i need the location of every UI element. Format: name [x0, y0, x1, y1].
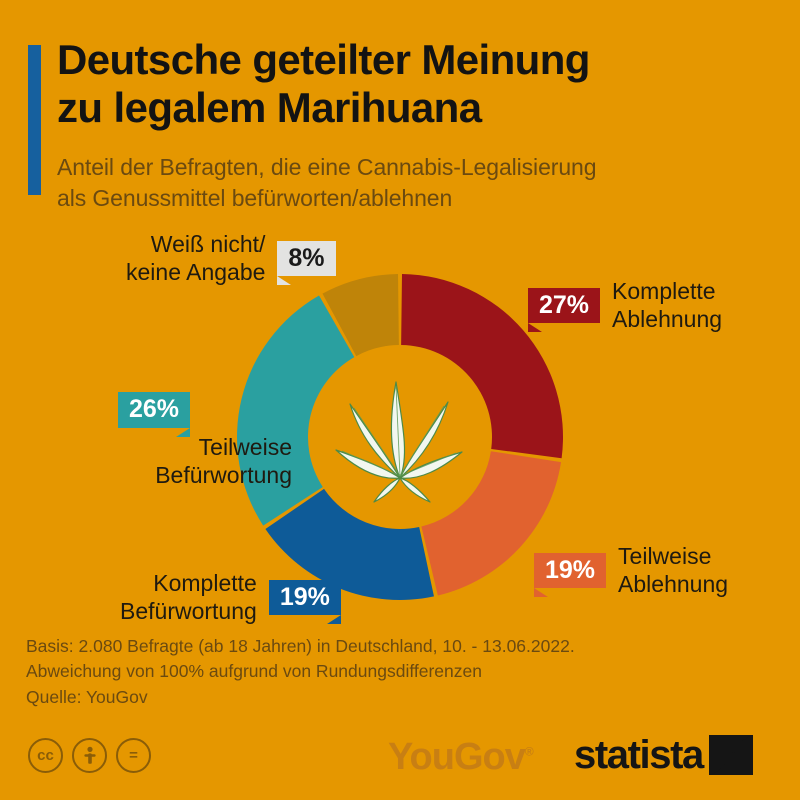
donut-chart-svg: [237, 274, 563, 600]
callout-teilweise-befuerwortung-line-1: Teilweise: [198, 434, 292, 460]
callout-teilweise-befuerwortung-line-2: Befürwortung: [155, 461, 292, 488]
callout-teilweise-ablehnung-line-2: Ablehnung: [618, 570, 729, 597]
callout-komplette-befuerwortung: 19% Komplette Befürwortung: [120, 570, 341, 625]
callout-teilweise-ablehnung-value: 19%: [545, 555, 596, 584]
callout-komplette-ablehnung-line-2: Ablehnung: [612, 305, 723, 332]
cc-icon-glyph: cc: [37, 747, 54, 764]
page-subtitle: Anteil der Befragten, die eine Cannabis-…: [57, 152, 757, 213]
callout-teilweise-ablehnung-badge: 19%: [534, 552, 607, 597]
donut-chart: [235, 272, 565, 602]
callout-weiss-nicht-value: 8%: [288, 243, 325, 272]
cannabis-leaf-icon: [318, 368, 483, 508]
callout-teilweise-ablehnung-line-1: Teilweise: [618, 543, 712, 569]
footnotes: Basis: 2.080 Befragte (ab 18 Jahren) in …: [26, 634, 686, 710]
callout-komplette-ablehnung-value: 27%: [539, 290, 590, 319]
callout-teilweise-befuerwortung-label: Teilweise Befürwortung: [112, 434, 292, 489]
donut-slice: [421, 451, 562, 596]
callout-komplette-ablehnung-line-1: Komplette: [612, 278, 716, 304]
footnote-source: Quelle: YouGov: [26, 686, 148, 707]
cc-by-person-icon: [72, 738, 107, 773]
callout-weiss-nicht: 8% Weiß nicht/ keine Angabe: [126, 231, 336, 286]
callout-weiss-nicht-badge: 8%: [277, 240, 336, 285]
callout-komplette-befuerwortung-value: 19%: [279, 582, 330, 611]
page-title: Deutsche geteilter Meinung zu legalem Ma…: [57, 36, 757, 132]
callout-teilweise-befuerwortung-badge: 26%: [118, 392, 191, 436]
callout-komplette-befuerwortung-label: Komplette Befürwortung: [120, 570, 257, 625]
callout-teilweise-befuerwortung: 26% Teilweise Befürwortung: [118, 392, 292, 488]
person-glyph: [83, 746, 96, 764]
footnote-rounding: Abweichung von 100% aufgrund von Rundung…: [26, 661, 482, 682]
title-accent-bar: [28, 45, 41, 195]
callout-weiss-nicht-label: Weiß nicht/ keine Angabe: [126, 231, 265, 286]
subtitle-line-1: Anteil der Befragten, die eine Cannabis-…: [57, 154, 597, 180]
callout-komplette-ablehnung-badge: 27%: [528, 287, 601, 332]
footnote-basis: Basis: 2.080 Befragte (ab 18 Jahren) in …: [26, 636, 575, 656]
subtitle-line-2: als Genussmittel befürworten/ablehnen: [57, 184, 453, 211]
donut-slice: [237, 295, 355, 526]
creative-commons-icons: cc =: [28, 738, 151, 773]
callout-komplette-ablehnung: 27% Komplette Ablehnung: [528, 278, 722, 333]
callout-komplette-befuerwortung-line-2: Befürwortung: [120, 597, 257, 624]
cc-nd-equals-icon: =: [116, 738, 151, 773]
callout-weiss-nicht-line-1: Weiß nicht/: [150, 231, 266, 257]
callout-weiss-nicht-line-2: keine Angabe: [126, 258, 266, 285]
callout-komplette-ablehnung-label: Komplette Ablehnung: [612, 278, 722, 333]
cannabis-leaf-svg: [335, 381, 463, 503]
callout-teilweise-ablehnung-label: Teilweise Ablehnung: [618, 543, 728, 598]
yougov-registered-mark: ®: [524, 744, 534, 759]
callout-komplette-befuerwortung-badge: 19%: [268, 579, 341, 624]
donut-slice: [265, 488, 434, 600]
statista-logo-mark: [708, 735, 753, 775]
statista-logo-text: statista: [574, 733, 704, 777]
yougov-logo-text: YouGov: [388, 736, 526, 778]
yougov-logo: YouGov®: [388, 736, 534, 778]
callout-komplette-befuerwortung-line-1: Komplette: [153, 570, 257, 596]
title-line-1: Deutsche geteilter Meinung: [57, 36, 590, 83]
cc-icon: cc: [28, 738, 63, 773]
donut-slice: [401, 274, 563, 459]
callout-teilweise-ablehnung: 19% Teilweise Ablehnung: [534, 543, 728, 598]
statista-logo: statista: [574, 735, 753, 775]
donut-slice: [322, 274, 399, 357]
callout-teilweise-befuerwortung-value: 26%: [129, 395, 180, 423]
title-line-2: zu legalem Marihuana: [57, 83, 482, 131]
cc-nd-glyph: =: [129, 747, 138, 764]
